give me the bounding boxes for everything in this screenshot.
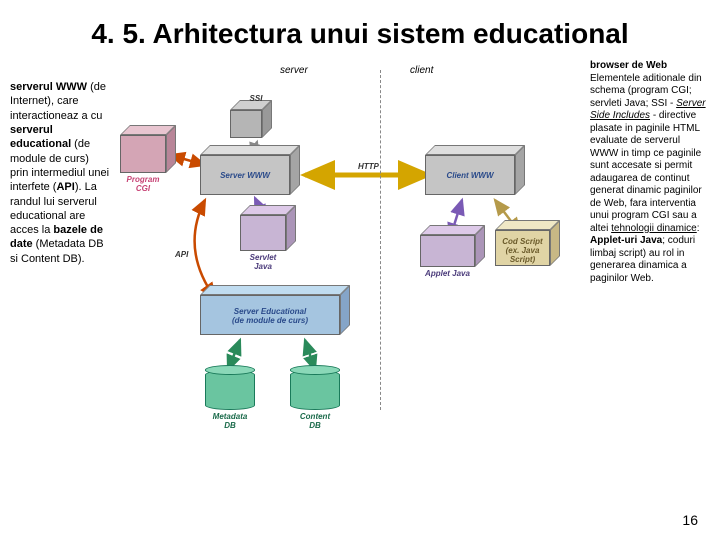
box-label-applet: Applet Java (420, 269, 475, 278)
box-label-script: Cod Script(ex. JavaScript) (495, 237, 550, 264)
page-number: 16 (682, 512, 698, 528)
box-applet: Applet Java (420, 235, 475, 267)
arrow-label: HTTP (358, 162, 379, 171)
cylinder-db: MetadataDB (205, 370, 255, 410)
box-label-client: Client WWW (425, 171, 515, 180)
box-www: Server WWW (200, 155, 290, 195)
box-cgi: ProgramCGI (120, 135, 166, 173)
box-servlet: ServletJava (240, 215, 286, 251)
cylinder-db: ContentDB (290, 370, 340, 410)
server-client-divider (380, 70, 381, 410)
box-label-eduserver: Server Educational(de module de curs) (200, 307, 340, 325)
box-label-servlet: ServletJava (240, 253, 286, 271)
box-label-ssi: SSI (240, 94, 272, 103)
arrow-label: API (175, 250, 188, 259)
box-eduserver: Server Educational(de module de curs) (200, 295, 340, 335)
box-client: Client WWW (425, 155, 515, 195)
arrows-layer (110, 60, 590, 500)
slide-title: 4. 5. Arhitectura unui sistem educationa… (0, 0, 720, 60)
left-text: serverul WWW (de Internet), care interac… (10, 60, 110, 500)
content-area: serverul WWW (de Internet), care interac… (0, 60, 720, 500)
section-label: server (280, 65, 308, 76)
section-label: client (410, 65, 433, 76)
box-script: Cod Script(ex. JavaScript) (495, 230, 550, 266)
architecture-diagram: server client ProgramCGI SSI Server WWW Servl… (110, 60, 590, 500)
cylinder-label: MetadataDB (205, 412, 255, 430)
cylinder-label: ContentDB (290, 412, 340, 430)
right-text: browser de Web Elementele aditionale din… (590, 60, 710, 500)
box-ssi: SSI (230, 110, 262, 138)
box-label-www: Server WWW (200, 171, 290, 180)
box-label-cgi: ProgramCGI (120, 175, 166, 193)
